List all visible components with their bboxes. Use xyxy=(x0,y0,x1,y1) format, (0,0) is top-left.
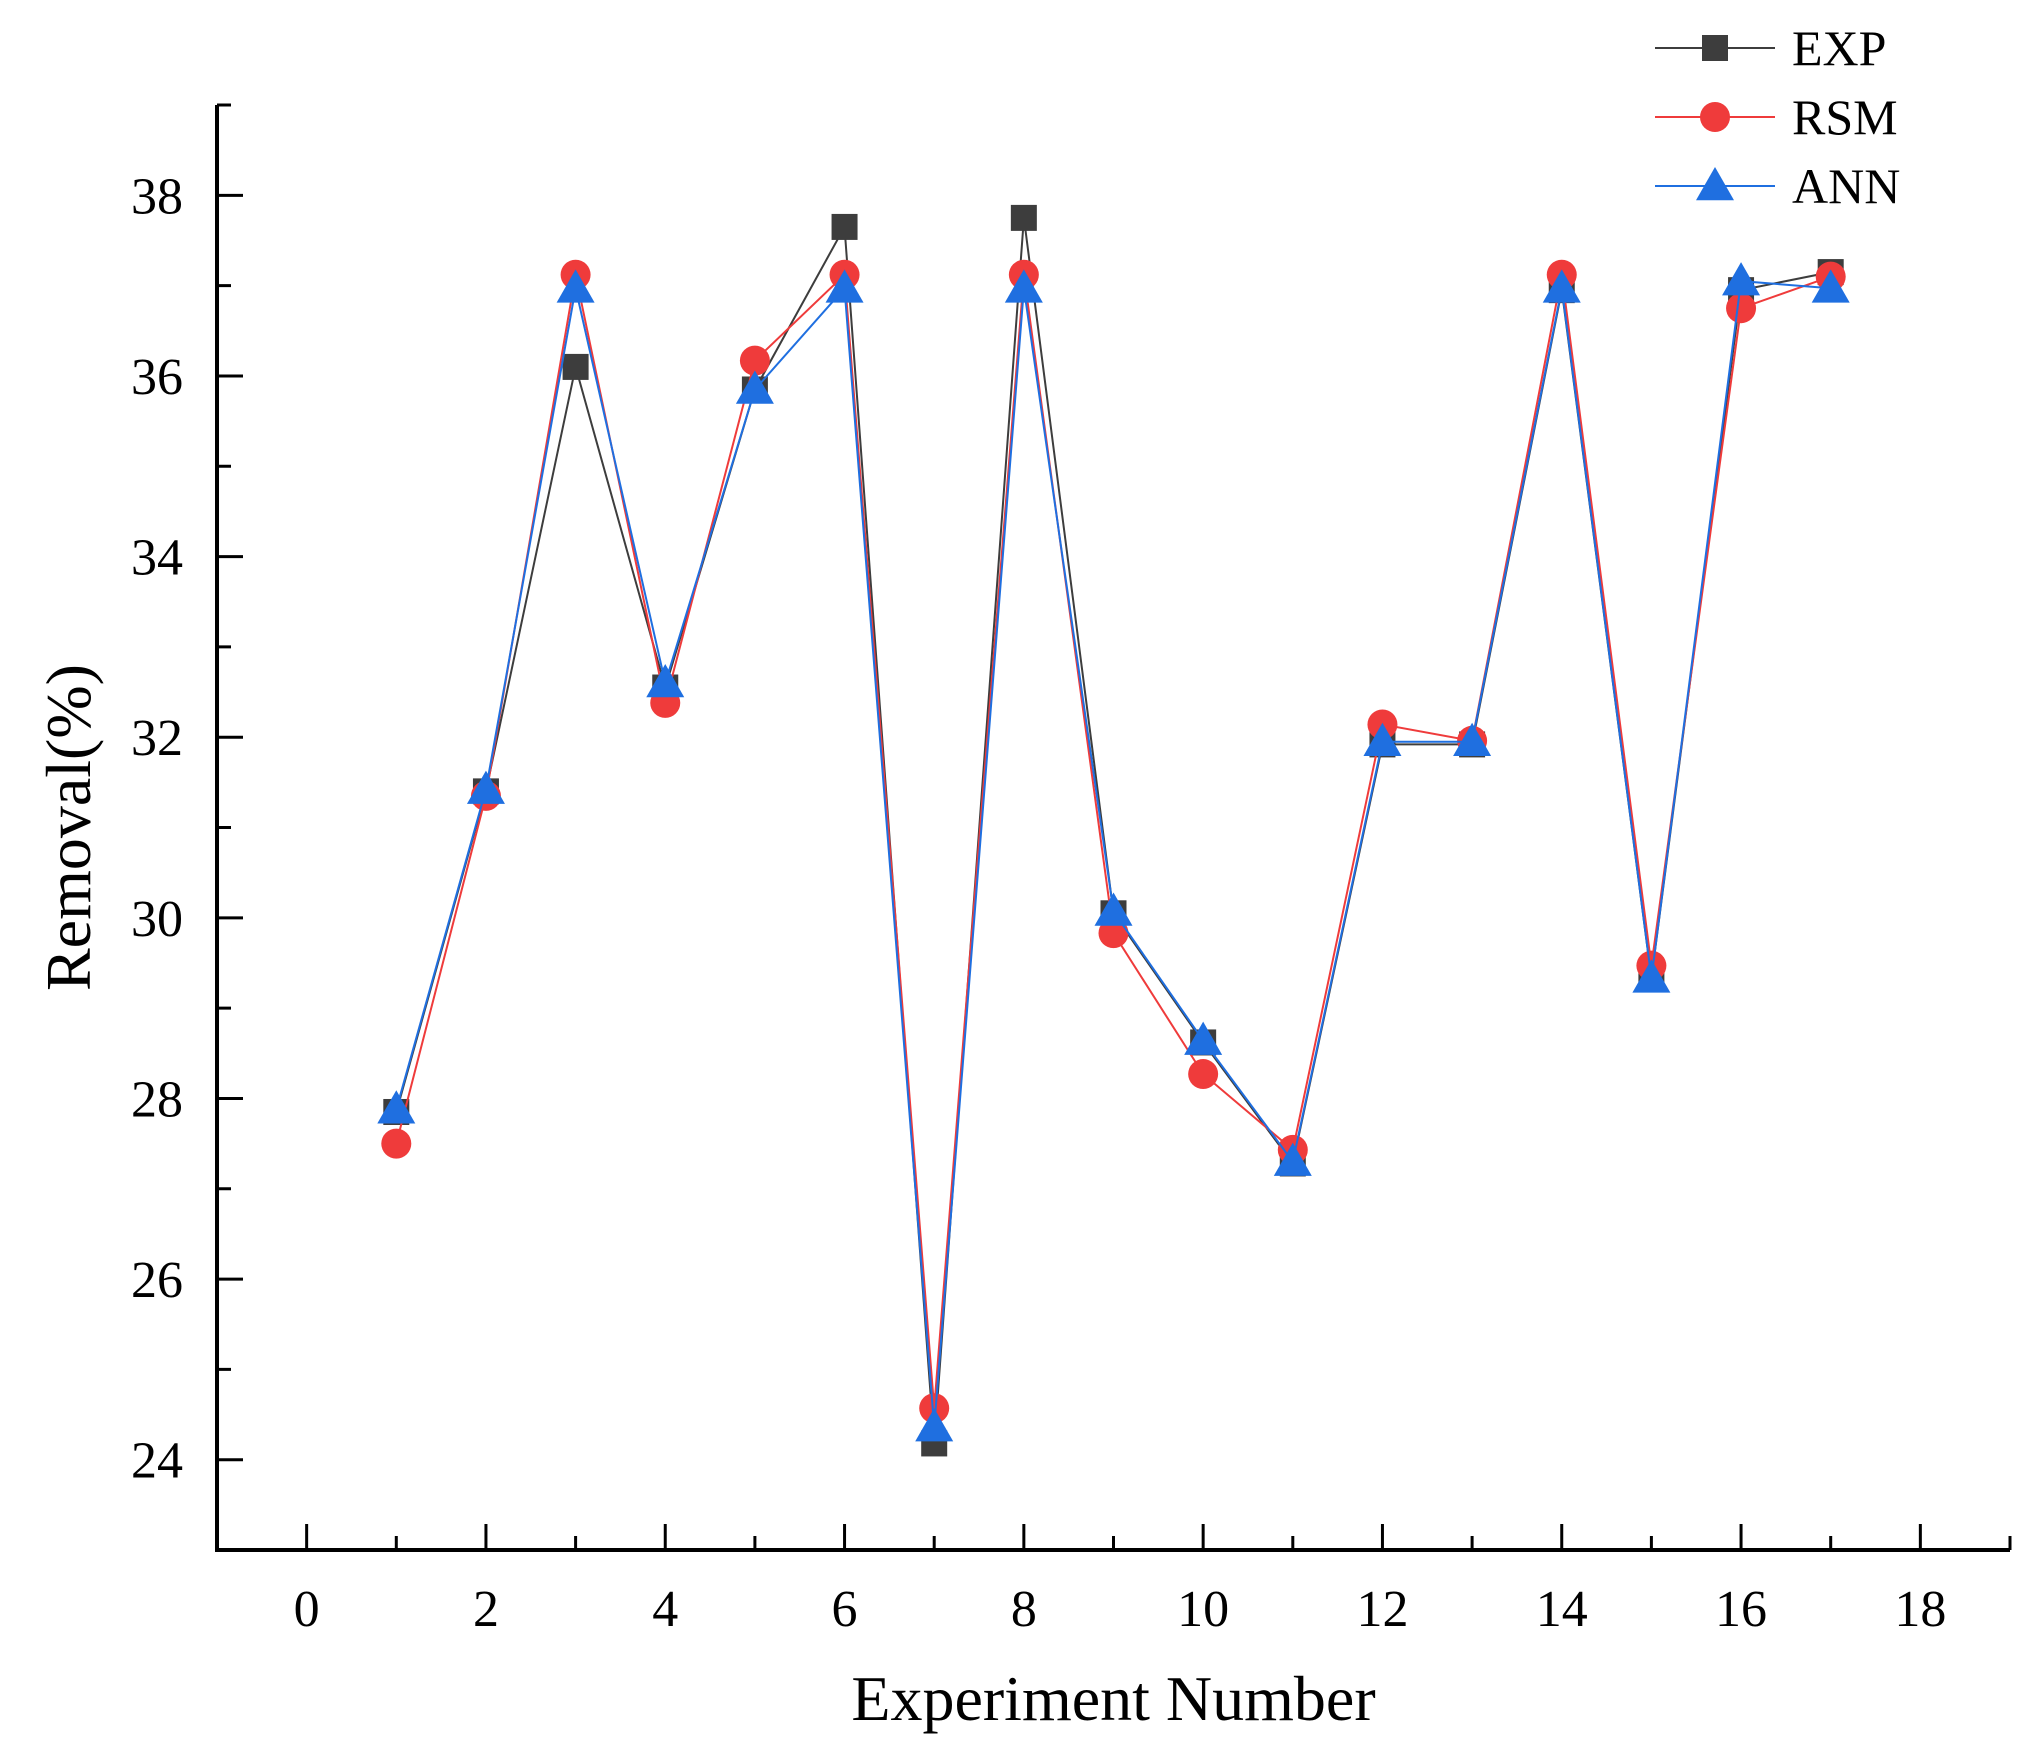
y-tick-label: 34 xyxy=(131,530,183,587)
legend-label-exp: EXP xyxy=(1792,20,1886,76)
data-point-exp xyxy=(1010,204,1037,231)
x-tick-label: 10 xyxy=(1177,1581,1229,1638)
series-line-ann xyxy=(395,280,1831,1428)
data-point-ann xyxy=(735,370,774,404)
data-point-ann xyxy=(1004,269,1043,303)
data-point-ann xyxy=(1811,269,1850,303)
data-point-exp xyxy=(562,353,589,380)
x-tick-label: 14 xyxy=(1536,1581,1588,1638)
legend-label-rsm: RSM xyxy=(1792,89,1898,145)
series-exp xyxy=(383,204,1844,1457)
x-tick-label: 18 xyxy=(1894,1581,1946,1638)
data-point-ann xyxy=(1363,722,1402,756)
series-layer xyxy=(377,204,1850,1457)
data-point-rsm xyxy=(381,1128,412,1159)
y-tick-label: 38 xyxy=(131,168,183,225)
x-tick-label: 16 xyxy=(1715,1581,1767,1638)
data-point-ann xyxy=(1094,892,1133,926)
data-point-rsm xyxy=(1726,293,1757,324)
data-point-rsm xyxy=(1188,1059,1219,1090)
series-rsm xyxy=(381,259,1846,1424)
data-point-ann xyxy=(377,1090,416,1124)
series-line-exp xyxy=(395,217,1831,1444)
y-tick-label: 28 xyxy=(131,1071,183,1128)
legend-label-ann: ANN xyxy=(1792,158,1900,214)
x-axis-label: Experiment Number xyxy=(851,1663,1375,1734)
data-point-ann xyxy=(556,269,595,303)
x-tick-label: 0 xyxy=(294,1581,320,1638)
legend-marker-ann xyxy=(1696,167,1734,201)
data-point-ann xyxy=(1632,959,1671,993)
y-tick-label: 32 xyxy=(131,710,183,767)
x-tick-label: 6 xyxy=(832,1581,858,1638)
data-point-ann xyxy=(1184,1021,1223,1055)
data-point-ann xyxy=(1453,722,1492,756)
legend-marker-rsm xyxy=(1700,102,1730,132)
x-tick-label: 12 xyxy=(1356,1581,1408,1638)
data-point-ann xyxy=(915,1408,954,1442)
legend: EXP RSM ANN xyxy=(1655,20,1900,214)
series-ann xyxy=(377,262,1850,1442)
y-tick-label: 30 xyxy=(131,891,183,948)
data-point-ann xyxy=(1542,269,1581,303)
legend-marker-exp xyxy=(1702,35,1728,61)
data-point-ann xyxy=(825,269,864,303)
data-point-ann xyxy=(1722,262,1761,296)
y-tick-label: 36 xyxy=(131,349,183,406)
y-tick-label: 24 xyxy=(131,1433,183,1490)
y-tick-label: 26 xyxy=(131,1252,183,1309)
data-point-rsm xyxy=(739,345,770,376)
x-tick-label: 2 xyxy=(473,1581,499,1638)
x-tick-label: 4 xyxy=(652,1581,678,1638)
data-point-ann xyxy=(1273,1142,1312,1176)
x-tick-label: 8 xyxy=(1011,1581,1037,1638)
data-point-ann xyxy=(466,770,505,804)
data-point-ann xyxy=(646,664,685,698)
y-axis-label: Removal(%) xyxy=(33,664,104,991)
data-point-exp xyxy=(831,213,858,240)
